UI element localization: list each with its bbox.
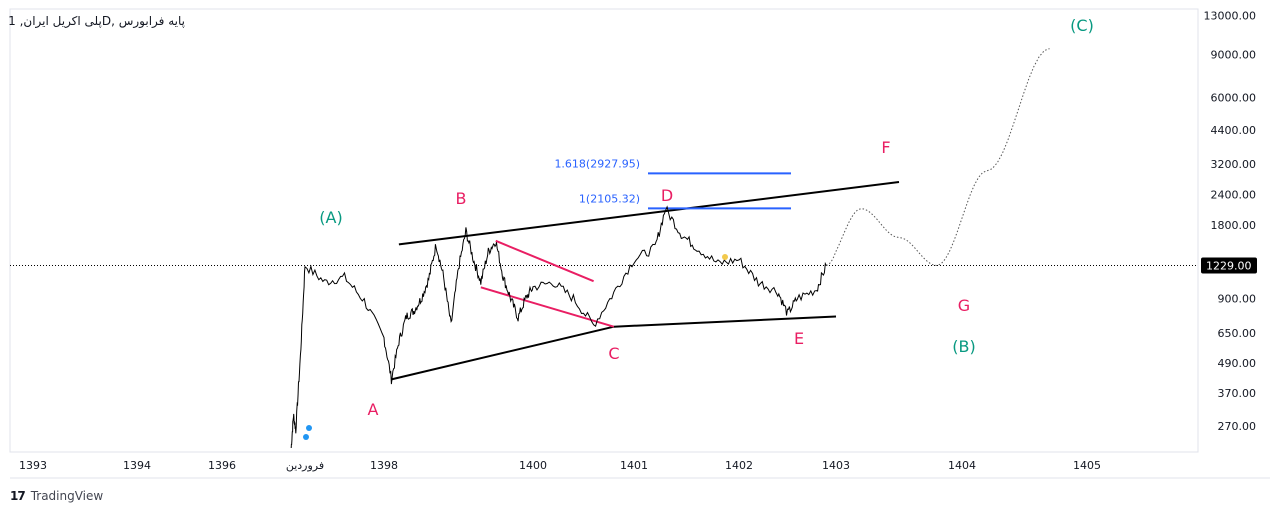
signal-marker — [303, 434, 309, 440]
wave-label: A — [368, 400, 379, 419]
price-tick-label: 490.00 — [1218, 357, 1257, 370]
wave-label: G — [958, 296, 970, 315]
projection-path — [826, 48, 1050, 267]
wave-label: F — [881, 138, 890, 157]
price-tick-label: 2400.00 — [1211, 188, 1257, 201]
wave-label: (A) — [319, 208, 342, 227]
time-tick-label: 1394 — [123, 459, 151, 472]
time-tick-label: 1393 — [19, 459, 47, 472]
time-tick-label: 1398 — [370, 459, 398, 472]
time-tick-label: 1401 — [620, 459, 648, 472]
trendlines — [391, 181, 900, 381]
brand-name[interactable]: TradingView — [30, 489, 104, 503]
price-tick-label: 370.00 — [1218, 387, 1257, 400]
fib-level-label: 1.618(2927.95) — [554, 157, 640, 170]
upper-channel-line — [398, 181, 900, 246]
wave-label: (B) — [952, 337, 975, 356]
wave-labels: (A) A B C D E F G (B) (C) — [319, 16, 1094, 419]
wave-label: C — [608, 344, 619, 363]
time-tick-label: 1402 — [725, 459, 753, 472]
price-tick-label: 3200.00 — [1211, 158, 1257, 171]
price-tick-label: 900.00 — [1218, 293, 1257, 306]
price-axis[interactable]: 13000.00 9000.00 6000.00 4400.00 3200.00 2400… — [1204, 9, 1257, 433]
time-tick-label: 1405 — [1073, 459, 1101, 472]
time-tick-label: 1396 — [208, 459, 236, 472]
price-tick-label: 4400.00 — [1211, 124, 1257, 137]
price-series-line — [290, 205, 827, 449]
price-tick-label: 1800.00 — [1211, 219, 1257, 232]
time-axis[interactable]: 1393 1394 1396 فروردین 1398 1400 1401 1402 1403 1… — [19, 459, 1101, 472]
signal-marker — [306, 425, 312, 431]
fib-level-label: 1(2105.32) — [579, 192, 640, 205]
price-tick-label: 270.00 — [1218, 420, 1257, 433]
time-tick-label: فروردین — [286, 459, 324, 472]
fib-extension: 1.618(2927.95) 1(2105.32) — [554, 157, 791, 210]
time-tick-label: 1404 — [948, 459, 976, 472]
time-tick-label: 1403 — [822, 459, 850, 472]
base-support-line — [613, 315, 837, 328]
time-tick-label: 1400 — [519, 459, 547, 472]
price-tick-label: 13000.00 — [1204, 9, 1257, 22]
footer: 17 TradingView — [10, 487, 103, 505]
chart-markers — [303, 254, 728, 440]
plot-frame — [9, 8, 1199, 453]
pink-lower-line — [480, 286, 615, 328]
price-tick-label: 650.00 — [1218, 327, 1257, 340]
last-price-badge — [1201, 257, 1257, 274]
lower-wedge-line — [391, 325, 615, 381]
event-marker — [722, 254, 728, 260]
wave-label: E — [794, 329, 804, 348]
last-price-label: 1229.00 — [1201, 257, 1257, 274]
wave-label: B — [456, 189, 467, 208]
last-price-value: 1229.00 — [1206, 259, 1252, 272]
price-tick-label: 9000.00 — [1211, 48, 1257, 61]
tradingview-logo-icon[interactable]: 17 — [10, 489, 26, 503]
symbol-title[interactable]: پایه فرابورس ,Dپلی اکریل ایران, 1 — [8, 14, 185, 28]
pink-upper-line — [495, 239, 594, 283]
wave-label: (C) — [1070, 16, 1094, 35]
price-tick-label: 6000.00 — [1211, 91, 1257, 104]
wave-label: D — [661, 186, 673, 205]
